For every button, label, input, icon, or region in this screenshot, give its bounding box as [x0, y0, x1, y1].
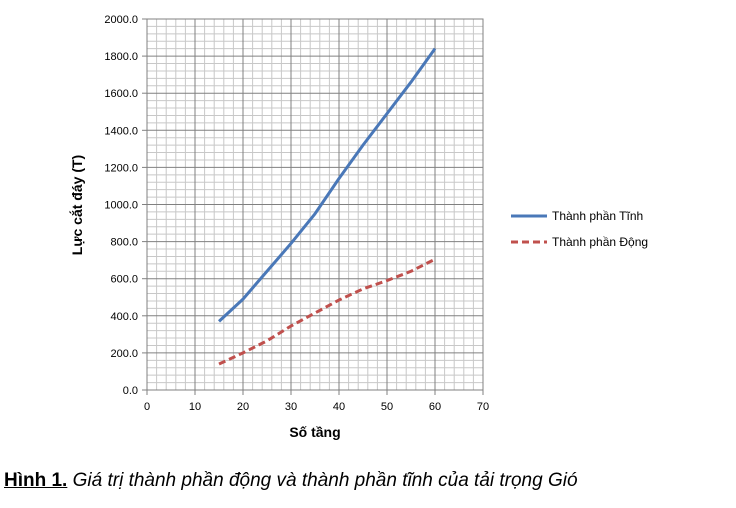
x-tick-label: 70	[477, 401, 489, 413]
legend-label-2: Thành phần Động	[552, 235, 648, 249]
y-tick-label: 400.0	[110, 311, 138, 323]
y-axis-label: Lực cắt đáy (T)	[68, 155, 85, 255]
y-axis-ticks: 0.0 200.0 400.0 600.0 800.0 1000.0 1200.0 1400.…	[104, 14, 147, 397]
y-tick-label: 1400.0	[104, 125, 138, 137]
series-line-2	[218, 257, 436, 366]
y-tick-label: 2000.0	[104, 14, 138, 26]
x-tick-label: 50	[381, 401, 393, 413]
legend-label-1: Thành phần Tĩnh	[552, 209, 643, 223]
x-tick-label: 20	[237, 401, 249, 413]
x-axis-label: Số tầng	[289, 424, 340, 440]
y-tick-label: 1000.0	[104, 200, 138, 212]
x-axis-ticks: 0 10 20 30 40 50 60 70	[144, 390, 489, 413]
x-tick-label: 0	[144, 401, 150, 413]
y-tick-label: 1200.0	[104, 162, 138, 174]
major-grid	[147, 19, 483, 390]
figure-caption: Hình 1. Giá trị thành phần động và thành…	[4, 470, 578, 492]
legend: Thành phần Tĩnh Thành phần Động	[511, 209, 648, 249]
y-tick-label: 800.0	[110, 237, 138, 249]
x-tick-label: 60	[429, 401, 441, 413]
caption-lead: Hình 1.	[4, 470, 68, 491]
y-tick-label: 600.0	[110, 274, 138, 286]
x-tick-label: 30	[285, 401, 297, 413]
series-lines	[217, 47, 437, 366]
caption-body: Giá trị thành phần động và thành phần tĩ…	[72, 470, 578, 491]
y-tick-label: 1600.0	[104, 88, 138, 100]
y-tick-label: 200.0	[110, 348, 138, 360]
series-line-1	[217, 47, 437, 323]
x-tick-label: 40	[333, 401, 345, 413]
chart: 0.0 200.0 400.0 600.0 800.0 1000.0 1200.0 1400.…	[68, 14, 648, 440]
y-tick-label: 0.0	[123, 385, 138, 397]
x-tick-label: 10	[189, 401, 201, 413]
y-tick-label: 1800.0	[104, 51, 138, 63]
